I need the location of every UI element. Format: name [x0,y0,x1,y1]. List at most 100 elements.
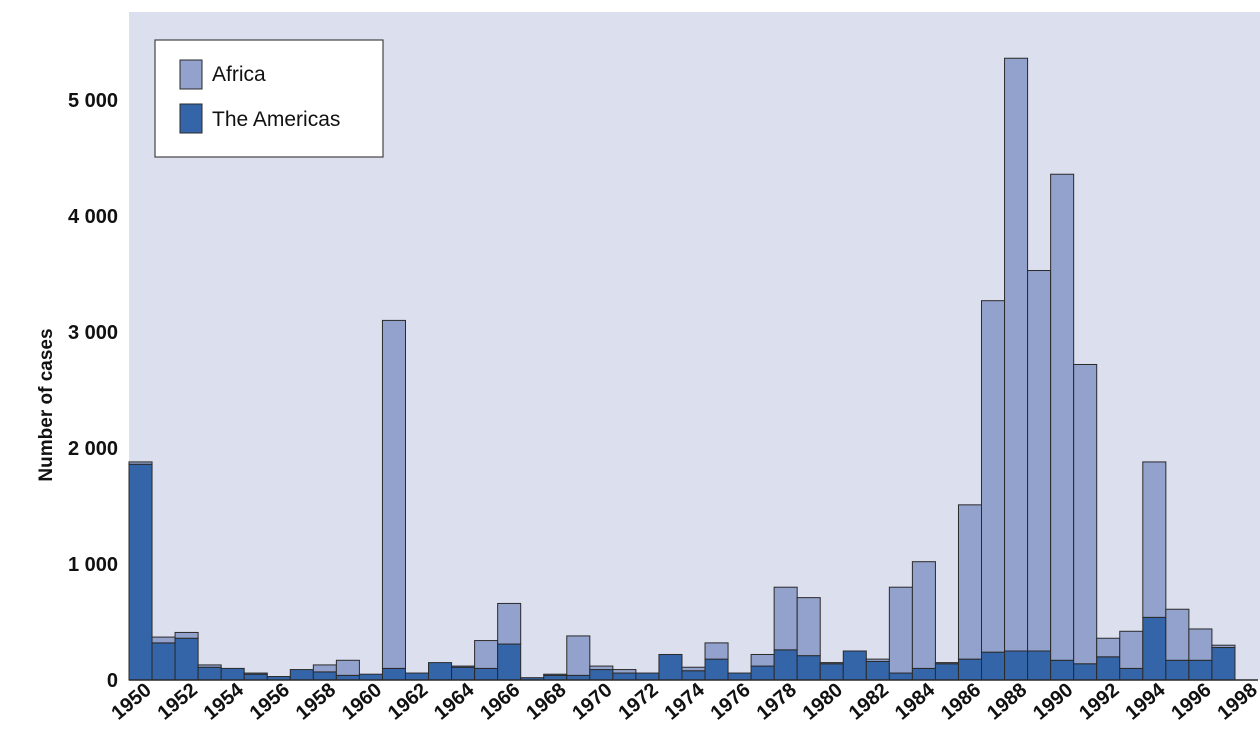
x-tick-label-1996: 1996 [1167,679,1215,724]
bar-africa-1989 [1027,270,1052,652]
bar-the-americas-1979 [796,655,821,681]
bar-the-americas-1987 [981,651,1006,681]
bars-group [128,57,1236,681]
bar-the-americas-1997 [1211,647,1236,681]
x-tick-label-1992: 1992 [1075,679,1123,724]
bar-africa-1983 [888,586,913,674]
bar-africa-1968 [543,673,568,676]
x-tick-label-1976: 1976 [707,679,755,724]
bar-the-americas-1964 [451,666,476,681]
bar-africa-1965 [474,640,499,669]
bar-the-americas-1993 [1119,667,1144,681]
bar-africa-1986 [957,504,983,660]
bar-africa-1995 [1165,608,1190,661]
bar-africa-1958 [312,664,337,673]
bar-africa-1994 [1142,461,1167,618]
bar-the-americas-1966 [497,643,522,681]
bar-africa-1952 [174,631,199,639]
bar-africa-1959 [335,659,360,676]
y-tick-label: 1 000 [68,554,118,576]
x-tick-labels: 1950195219541956195819601962196419661968… [108,678,1260,724]
y-tick-labels: 0 1 000 2 000 3 000 4 000 5 000 [68,90,118,692]
bar-africa-1966 [497,602,522,645]
bar-africa-1975 [704,642,729,660]
x-tick-label-1990: 1990 [1029,679,1077,724]
x-tick-label-1956: 1956 [246,679,294,724]
x-tick-label-1978: 1978 [753,679,801,724]
bar-africa-1950 [128,461,153,465]
bar-africa-1969 [566,635,591,676]
bar-the-americas-1954 [220,667,245,681]
x-tick-label-1960: 1960 [338,679,386,724]
bar-africa-1953 [197,664,222,668]
x-tick-label-1998: 1998 [1213,679,1260,724]
bar-the-americas-1951 [151,642,176,681]
x-tick-label-1966: 1966 [476,679,524,724]
bar-africa-1997 [1211,644,1236,649]
bar-the-americas-1975 [704,658,729,681]
bar-africa-1982 [865,658,890,662]
y-tick-label: 0 [107,670,118,692]
x-tick-label-1988: 1988 [983,679,1031,724]
bar-the-americas-1988 [1004,650,1029,681]
bar-the-americas-1982 [865,660,890,681]
legend-swatch-africa [179,59,203,90]
bar-the-americas-1970 [589,669,614,681]
bar-the-americas-1973 [658,653,683,681]
bar-africa-1978 [773,586,798,651]
bar-africa-1991 [1073,363,1098,665]
bar-africa-1974 [681,666,706,672]
x-tick-label-1962: 1962 [384,679,432,724]
bar-africa-1970 [589,665,614,671]
bar-the-americas-1963 [428,662,453,681]
x-tick-label-1958: 1958 [292,679,340,724]
bar-the-americas-1955 [243,673,268,681]
bar-the-americas-1996 [1188,659,1213,681]
bar-the-americas-1980 [819,663,844,681]
bar-the-americas-1991 [1073,663,1098,681]
bar-the-americas-1994 [1142,616,1167,681]
bar-africa-1951 [151,636,176,644]
x-tick-label-1968: 1968 [522,679,570,724]
bar-the-americas-1985 [934,663,959,681]
y-axis-label: Number of cases [36,328,57,481]
legend-swatch-the-americas [179,103,203,134]
bar-africa-1985 [934,662,959,665]
x-tick-label-1986: 1986 [937,679,985,724]
bar-the-americas-1953 [197,666,222,681]
bar-africa-1988 [1004,57,1029,652]
y-tick-label: 2 000 [68,438,118,460]
bar-africa-1977 [750,653,775,667]
bar-africa-1990 [1050,173,1075,661]
x-tick-label-1974: 1974 [660,678,709,724]
x-tick-label-1952: 1952 [154,679,202,724]
bar-africa-1996 [1188,628,1213,661]
bar-the-americas-1983 [888,672,913,681]
x-tick-label-1984: 1984 [891,678,940,724]
bar-the-americas-1995 [1165,659,1190,681]
bar-the-americas-1978 [773,649,798,681]
bar-africa-1964 [451,665,476,668]
legend: Africa The Americas [154,39,384,158]
bar-the-americas-1971 [612,672,637,681]
bar-the-americas-1981 [842,650,867,681]
bar-africa-1987 [981,300,1006,653]
bar-the-americas-1961 [381,667,406,681]
legend-label-africa: Africa [212,63,266,86]
y-tick-label: 4 000 [68,206,118,228]
bar-the-americas-1950 [128,463,153,681]
bar-africa-1992 [1096,637,1121,658]
x-tick-label-1954: 1954 [200,678,249,724]
x-tick-label-1980: 1980 [799,679,847,724]
y-tick-label: 5 000 [68,90,118,112]
x-tick-label-1970: 1970 [568,679,616,724]
bar-the-americas-1990 [1050,659,1075,681]
x-tick-label-1994: 1994 [1121,678,1170,724]
bar-africa-1961 [381,319,406,669]
bar-the-americas-1986 [957,658,983,681]
bar-the-americas-1977 [750,665,775,681]
bar-the-americas-1989 [1027,650,1052,681]
bar-the-americas-1965 [474,667,499,681]
x-tick-label-1964: 1964 [430,678,479,724]
